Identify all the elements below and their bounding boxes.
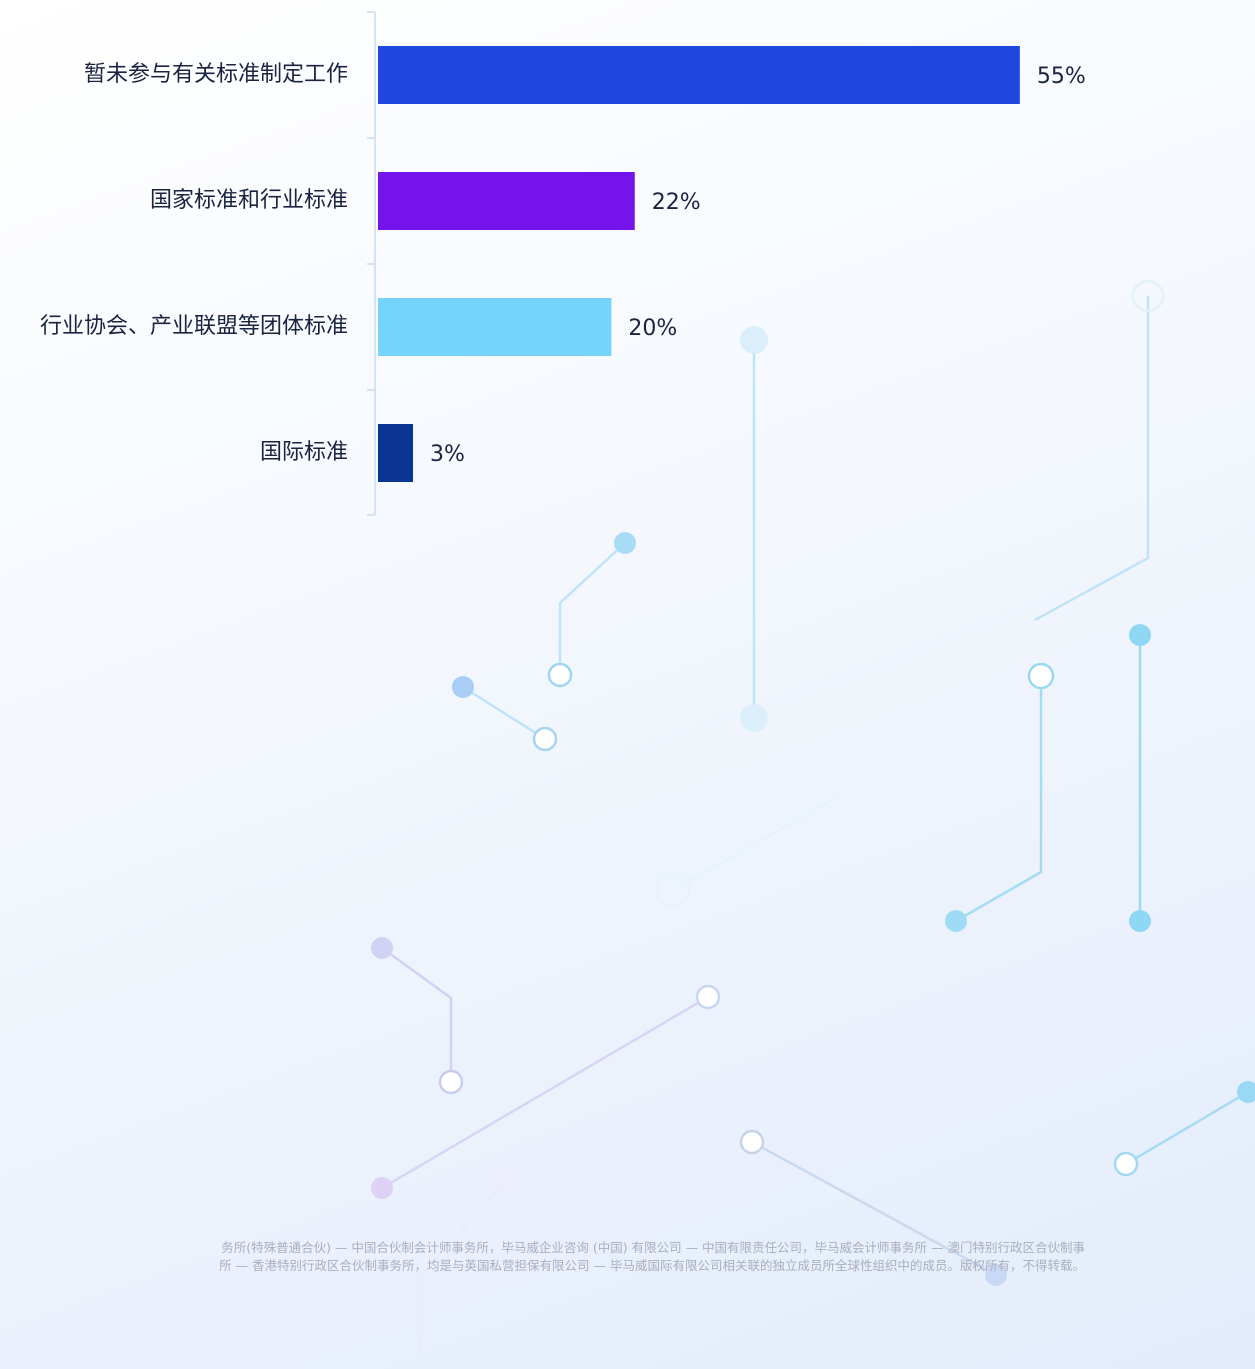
bar [378, 298, 612, 356]
category-label: 国际标准 [260, 440, 348, 465]
bar [378, 424, 414, 482]
category-label: 国家标准和行业标准 [150, 188, 348, 213]
value-label: 22% [652, 190, 701, 215]
footer-text: 所 — 香港特别行政区合伙制事务所，均是与英国私营担保有限公司 — 毕马威国际有… [219, 1258, 1085, 1273]
bar [378, 46, 1020, 104]
category-label: 行业协会、产业联盟等团体标准 [40, 314, 348, 339]
value-label: 55% [1037, 64, 1086, 89]
category-label: 暂未参与有关标准制定工作 [84, 62, 348, 87]
bar [378, 172, 635, 230]
footer-text: 务所(特殊普通合伙) — 中国合伙制会计师事务所，毕马威企业咨询 (中国) 有限… [221, 1240, 1085, 1255]
background-decoration [371, 279, 1255, 1355]
value-label: 3% [430, 442, 465, 467]
value-label: 20% [628, 316, 677, 341]
category-axis [367, 11, 376, 516]
